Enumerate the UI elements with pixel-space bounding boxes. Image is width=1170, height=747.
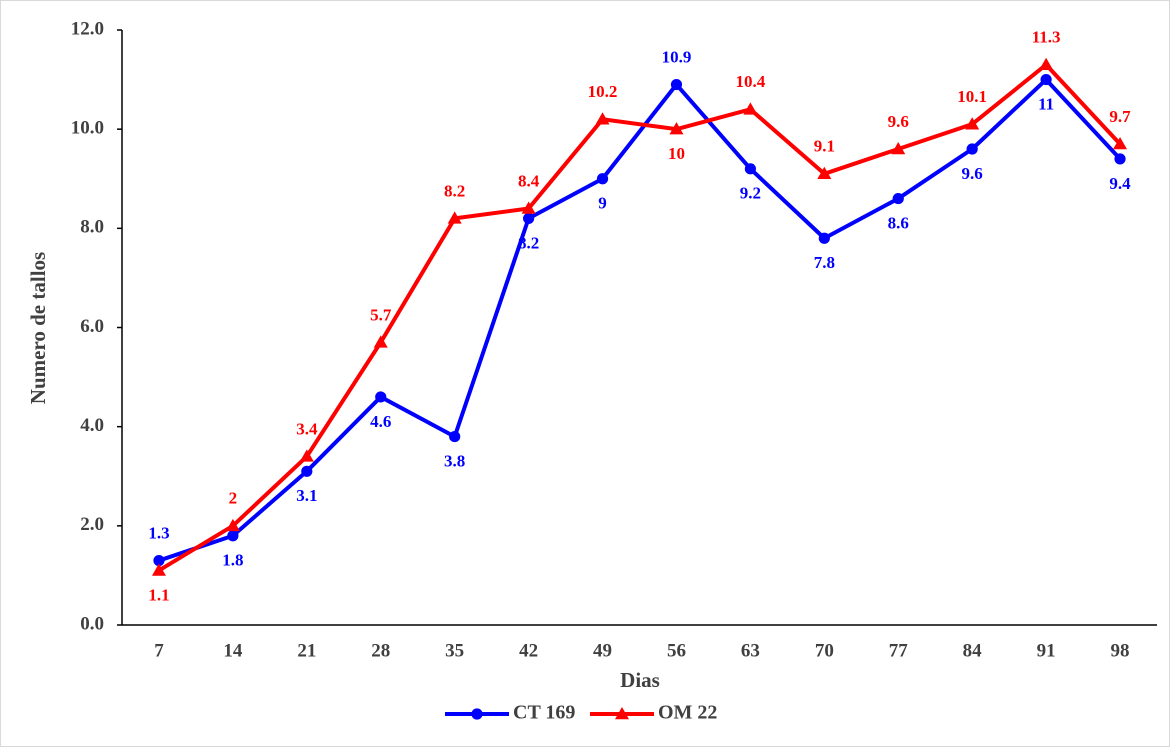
y-tick-label: 10.0	[71, 118, 104, 139]
data-label: 10.9	[662, 47, 692, 66]
y-axis-title: Numero de tallos	[26, 252, 50, 404]
x-tick-label: 70	[815, 640, 834, 661]
data-label: 2	[229, 489, 238, 508]
data-label: 5.7	[370, 305, 392, 324]
x-tick-label: 49	[593, 640, 612, 661]
marker	[1040, 73, 1052, 86]
data-label: 9.1	[814, 137, 835, 156]
marker	[471, 708, 483, 720]
marker	[299, 449, 314, 462]
marker	[1113, 137, 1128, 150]
legend-label: OM 22	[658, 702, 717, 724]
y-tick-label: 12.0	[71, 18, 104, 39]
data-label: 4.6	[370, 412, 391, 431]
series-line	[157, 62, 1122, 573]
marker	[817, 166, 832, 180]
marker	[1039, 57, 1054, 70]
data-label: 7.8	[814, 253, 835, 272]
x-tick-label: 91	[1037, 640, 1056, 661]
x-tick-label: 77	[889, 640, 909, 661]
x-tick-label: 63	[741, 640, 760, 661]
marker	[523, 212, 535, 225]
marker	[225, 518, 240, 532]
marker	[670, 78, 683, 91]
x-tick-label: 21	[297, 640, 316, 661]
marker	[743, 102, 758, 115]
x-tick-label: 7	[154, 640, 164, 661]
data-label: 9.2	[740, 184, 761, 203]
legend-label: CT 169	[513, 702, 575, 724]
data-label: 3.4	[296, 419, 318, 438]
marker	[227, 530, 239, 542]
marker	[596, 173, 609, 185]
x-tick-label: 28	[371, 640, 390, 661]
data-label: 8.2	[444, 181, 465, 200]
y-tick-label: 0.0	[80, 613, 104, 634]
marker	[447, 211, 462, 224]
x-tick-label: 98	[1111, 640, 1130, 661]
data-label: 11.3	[1032, 28, 1061, 47]
x-tick-label: 42	[519, 640, 538, 661]
marker	[965, 117, 980, 130]
x-tick-label: 35	[445, 640, 464, 661]
data-label: 1.8	[222, 551, 243, 570]
y-tick-label: 8.0	[80, 217, 104, 238]
x-tick-label: 56	[667, 640, 686, 661]
marker	[818, 232, 830, 244]
data-label: 9.6	[888, 112, 909, 131]
data-label: 8.4	[518, 171, 540, 190]
marker	[375, 391, 387, 403]
data-label: 10	[668, 144, 685, 163]
marker	[151, 563, 166, 576]
x-axis-title: Dias	[620, 668, 660, 692]
data-label: 10.4	[736, 72, 766, 91]
marker	[373, 335, 388, 348]
y-tick-label: 2.0	[80, 514, 104, 535]
marker	[595, 112, 610, 125]
data-label: 1.1	[148, 585, 169, 604]
data-label: 9	[598, 194, 607, 213]
data-label: 10.2	[588, 82, 618, 101]
marker	[1114, 153, 1126, 165]
data-label: 8.2	[518, 233, 539, 252]
data-label: 3.1	[296, 486, 317, 505]
marker	[153, 554, 165, 567]
x-tick-label: 84	[963, 640, 983, 661]
marker	[744, 163, 756, 175]
data-label: 1.3	[148, 523, 169, 542]
marker	[966, 143, 978, 155]
data-label: 3.8	[444, 451, 465, 470]
series-line	[158, 77, 1122, 563]
x-tick-label: 14	[223, 640, 243, 661]
marker	[669, 122, 684, 135]
y-tick-label: 4.0	[80, 415, 104, 436]
marker	[449, 430, 461, 443]
marker	[891, 142, 906, 155]
data-label: 9.6	[962, 164, 983, 183]
data-label: 10.1	[957, 87, 987, 106]
data-label: 9.4	[1109, 174, 1131, 193]
data-label: 11	[1038, 94, 1054, 113]
data-label: 8.6	[888, 213, 909, 232]
data-label: 9.7	[1109, 107, 1131, 126]
marker	[615, 707, 629, 720]
y-tick-label: 6.0	[80, 316, 104, 337]
marker	[892, 192, 904, 205]
marker	[521, 201, 536, 214]
marker	[301, 465, 313, 477]
